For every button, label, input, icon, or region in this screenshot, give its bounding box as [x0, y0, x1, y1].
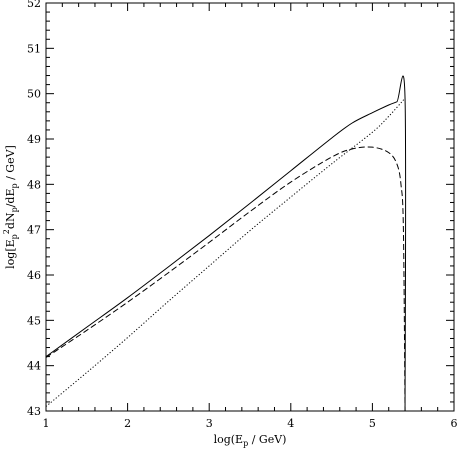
y-tick-label: 48 [27, 178, 41, 191]
x-tick-label: 1 [43, 417, 50, 430]
y-tick-label: 43 [27, 405, 41, 418]
x-tick-label: 6 [451, 417, 457, 430]
y-tick-label: 52 [27, 0, 41, 10]
y-tick-label: 51 [27, 42, 41, 55]
x-tick-label: 3 [206, 417, 213, 430]
dashed-series-line [45, 146, 406, 412]
y-tick-label: 50 [27, 88, 41, 101]
dotted-series-line [45, 97, 406, 407]
x-tick-label: 5 [369, 417, 376, 430]
y-tick-label: 47 [27, 224, 41, 237]
y-tick-label: 45 [27, 314, 41, 327]
x-tick-label: 2 [124, 417, 131, 430]
x-tick-label: 4 [287, 417, 294, 430]
y-tick-label: 49 [27, 133, 41, 146]
series [45, 75, 407, 412]
x-axis-title: log(Ep / GeV) [214, 433, 287, 448]
plot-frame [45, 2, 455, 412]
y-axis-title: log[Ep2dNp/dEp / GeV] [2, 145, 19, 269]
ticks [45, 2, 455, 412]
y-tick-label: 44 [27, 360, 41, 373]
y-tick-label: 46 [27, 269, 41, 282]
solid-series-line [45, 75, 407, 412]
